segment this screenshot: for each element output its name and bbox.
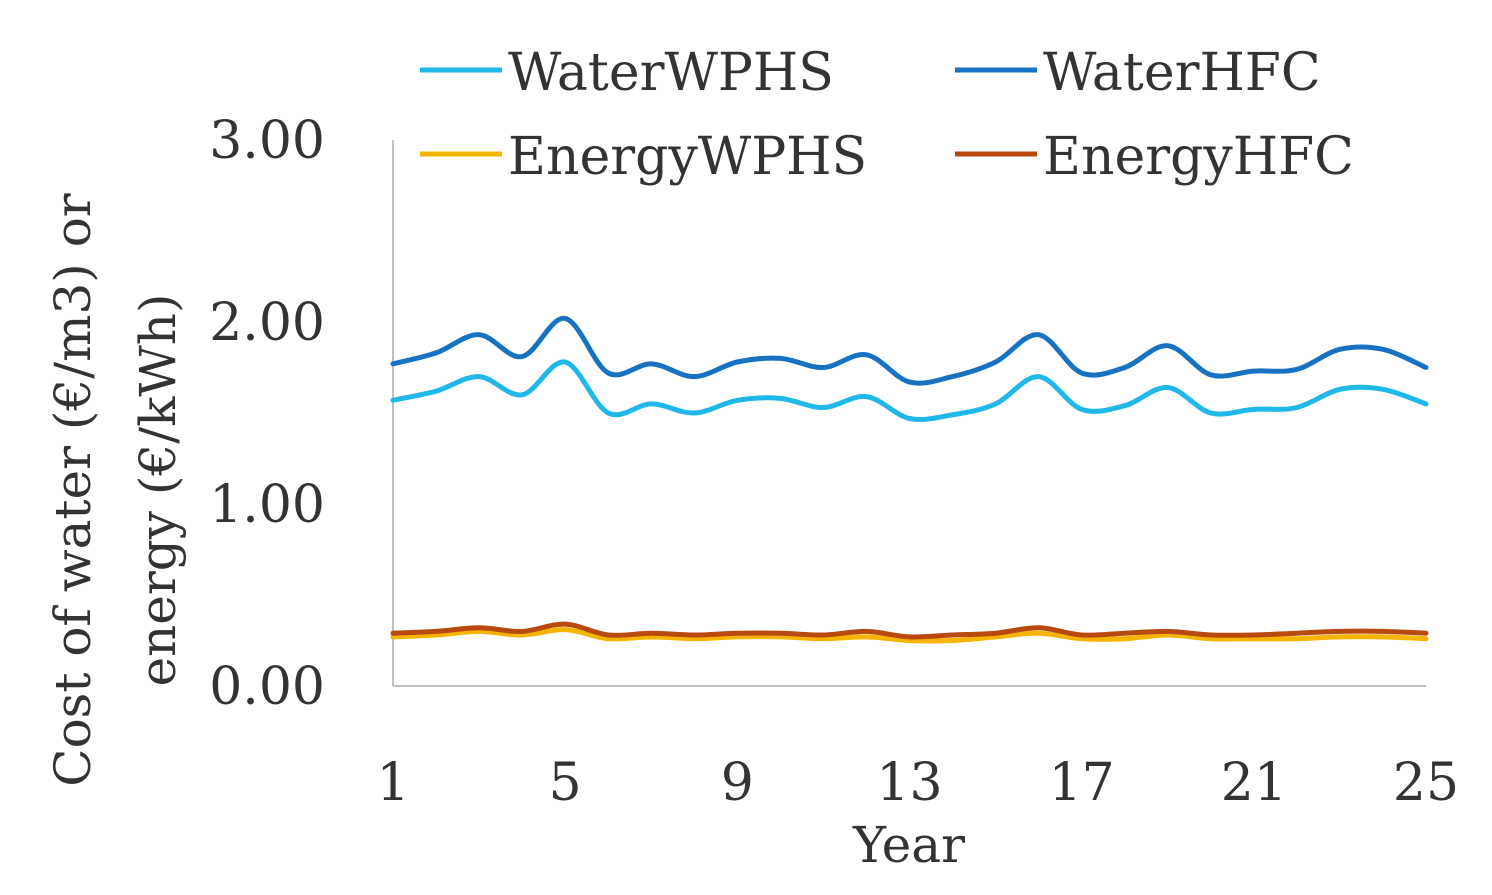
y-axis-title-line: energy (€/kWh) bbox=[129, 294, 187, 687]
y-tick-label: 0.00 bbox=[209, 657, 325, 717]
legend-item-energywphs: EnergyWPHS bbox=[420, 127, 867, 187]
series-line-waterhfc bbox=[390, 315, 1429, 386]
x-tick-label: 9 bbox=[721, 753, 754, 813]
x-tick-label: 1 bbox=[376, 753, 409, 813]
y-axis-title-line: Cost of water (€/m3) or bbox=[44, 193, 102, 786]
y-tick-label: 1.00 bbox=[209, 475, 325, 535]
x-tick-labels: 1 5 9 13 17 21 25 bbox=[376, 753, 1459, 813]
legend-item-waterwphs: WaterWPHS bbox=[420, 43, 834, 103]
x-tick-label: 13 bbox=[876, 753, 942, 813]
legend-label: EnergyWPHS bbox=[508, 127, 867, 187]
axes bbox=[392, 140, 1426, 687]
series-line-waterwphs bbox=[390, 359, 1429, 423]
y-tick-label: 2.00 bbox=[209, 293, 325, 353]
legend: WaterWPHS WaterHFC EnergyWPHS EnergyHFC bbox=[420, 43, 1354, 187]
legend-item-waterhfc: WaterHFC bbox=[955, 43, 1321, 103]
x-tick-label: 25 bbox=[1393, 753, 1459, 813]
legend-label: WaterWPHS bbox=[508, 43, 834, 103]
series-line-energyhfc bbox=[390, 621, 1429, 640]
legend-label: WaterHFC bbox=[1043, 43, 1321, 103]
y-tick-labels: 0.00 1.00 2.00 3.00 bbox=[209, 111, 325, 717]
legend-label: EnergyHFC bbox=[1043, 127, 1354, 187]
series-lines bbox=[390, 315, 1429, 644]
x-tick-label: 17 bbox=[1049, 753, 1115, 813]
y-axis-title: Cost of water (€/m3) or energy (€/kWh) bbox=[44, 193, 187, 786]
series-line-energywphs bbox=[390, 627, 1429, 644]
x-tick-label: 21 bbox=[1221, 753, 1287, 813]
x-tick-label: 5 bbox=[549, 753, 582, 813]
x-axis-title: Year bbox=[852, 816, 965, 874]
y-tick-label: 3.00 bbox=[209, 111, 325, 171]
legend-item-energyhfc: EnergyHFC bbox=[955, 127, 1354, 187]
